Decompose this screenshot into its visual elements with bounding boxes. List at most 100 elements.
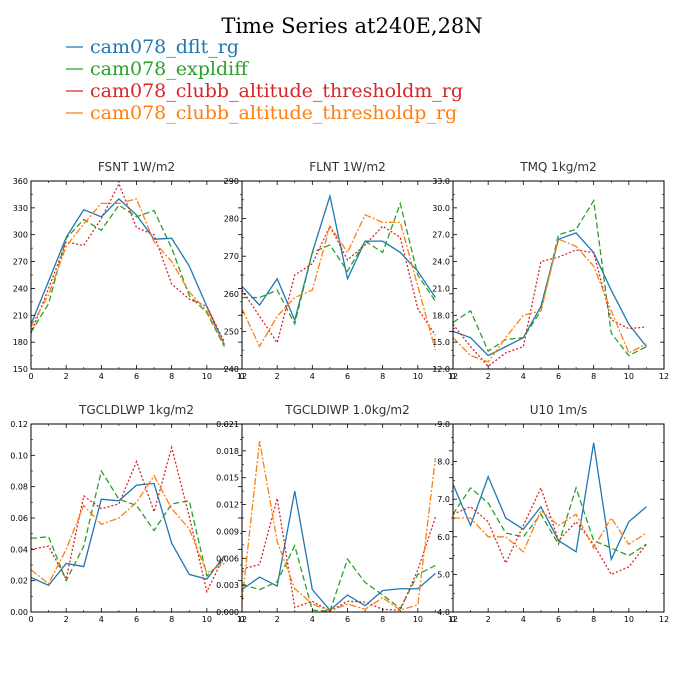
x-tick-label: 8 <box>169 615 174 624</box>
y-tick-label: 0.009 <box>216 527 239 536</box>
legend-label: cam078_clubb_altitude_thresholdp_rg <box>90 102 457 124</box>
plot-frame <box>241 180 454 370</box>
chart-panel: FSNT 1W/m2 0 2 4 6 8 10 12 150 180 210 240 270 300 330… <box>13 160 247 381</box>
series-line <box>242 440 437 612</box>
series-line <box>31 469 225 583</box>
x-tick-label: 6 <box>345 615 350 624</box>
series-group <box>242 193 437 351</box>
x-tick-label: 0 <box>450 615 455 624</box>
x-tick-label: 6 <box>345 372 350 381</box>
y-tick-label: 0.012 <box>216 501 239 510</box>
plot-frame <box>30 180 243 370</box>
y-tick-label: 5.0 <box>437 570 450 579</box>
series-line <box>453 485 647 557</box>
y-tick-label: 8.0 <box>437 458 450 467</box>
chart-panel: TMQ 1kg/m20 2 4 6 8 10 1212.015.018.021.024.02… <box>432 160 669 381</box>
y-tick-label: 4.0 <box>437 608 450 617</box>
y-tick-label: 300 <box>13 231 28 240</box>
y-tick-label: 24.0 <box>432 258 450 267</box>
y-tick-label: 6.0 <box>437 533 450 542</box>
y-tick-label: 9.0 <box>437 420 450 429</box>
y-tick-label: 240 <box>224 365 239 374</box>
y-tick-label: 18.0 <box>432 311 450 320</box>
y-tick-label: 0.10 <box>10 451 28 460</box>
x-tick-label: 6 <box>134 372 139 381</box>
series-line <box>31 444 226 594</box>
y-tick-label: 33.0 <box>432 177 450 186</box>
x-tick-label: 12 <box>659 615 669 624</box>
legend-label: cam078_dflt_rg <box>90 36 239 58</box>
x-tick-label: 0 <box>239 372 244 381</box>
x-tick-label: 2 <box>486 372 491 381</box>
x-tick-label: 10 <box>202 615 212 624</box>
x-tick-label: 0 <box>239 615 244 624</box>
figure-title: Time Series at240E,28N <box>221 14 482 38</box>
series-line <box>453 238 647 363</box>
series-line <box>453 486 647 576</box>
series-line <box>242 224 436 345</box>
x-tick-label: 4 <box>521 372 526 381</box>
series-group <box>453 198 647 368</box>
y-tick-label: 0.02 <box>10 577 28 586</box>
series-line <box>242 491 436 612</box>
series-line <box>31 197 226 346</box>
series-group <box>31 182 226 347</box>
series-line <box>453 509 647 553</box>
x-tick-label: 4 <box>310 615 315 624</box>
legend-entry: cam078_clubb_altitude_thresholdm_rg <box>66 80 463 102</box>
x-tick-label: 10 <box>202 372 212 381</box>
y-tick-label: 0.06 <box>10 514 28 523</box>
series-group <box>242 440 437 612</box>
x-tick-label: 12 <box>237 372 247 381</box>
plot-frame <box>30 423 243 613</box>
x-tick-label: 4 <box>99 615 104 624</box>
panel-title: FSNT 1W/m2 <box>98 160 175 174</box>
y-tick-label: 360 <box>13 177 28 186</box>
series-line <box>31 482 225 587</box>
x-tick-label: 4 <box>99 372 104 381</box>
x-tick-label: 4 <box>521 615 526 624</box>
y-tick-label: 260 <box>224 290 239 299</box>
x-tick-label: 8 <box>380 615 385 624</box>
panel-title: U10 1m/s <box>530 403 588 417</box>
y-tick-label: 0.015 <box>216 474 239 483</box>
y-tick-label: 0.12 <box>10 420 28 429</box>
x-tick-label: 0 <box>28 615 33 624</box>
series-group <box>31 444 226 594</box>
x-tick-label: 10 <box>413 372 423 381</box>
x-tick-label: 6 <box>134 615 139 624</box>
series-group <box>453 442 647 576</box>
series-line <box>242 201 436 326</box>
y-tick-label: 27.0 <box>432 231 450 240</box>
y-tick-label: 0.000 <box>216 608 239 617</box>
legend-label: cam078_clubb_altitude_thresholdm_rg <box>90 80 463 102</box>
x-tick-label: 2 <box>64 615 69 624</box>
y-tick-label: 0.006 <box>216 554 239 563</box>
series-line <box>242 193 436 323</box>
y-tick-label: 270 <box>13 258 28 267</box>
x-tick-label: 2 <box>64 372 69 381</box>
y-tick-label: 280 <box>224 215 239 224</box>
y-tick-label: 21.0 <box>432 284 450 293</box>
chart-panel: U10 1m/s0 2 4 6 8 10 124.05.06.07.08.09.0 <box>437 403 669 624</box>
x-tick-label: 0 <box>28 372 33 381</box>
x-tick-label: 2 <box>486 615 491 624</box>
y-tick-label: 210 <box>13 311 28 320</box>
series-line <box>31 204 225 347</box>
x-tick-label: 2 <box>275 615 280 624</box>
y-tick-label: 180 <box>13 338 28 347</box>
chart-panel: TGCLDIWP 1.0kg/m20 2 4 6 8 10 120.0000.0030.00… <box>216 403 458 624</box>
series-line <box>31 474 225 585</box>
y-tick-label: 240 <box>13 284 28 293</box>
legend-entry: cam078_expldiff <box>66 58 249 80</box>
y-tick-label: 150 <box>13 365 28 374</box>
chart-panel: TGCLDLWP 1kg/m2 0 2 4 6 8 10 12 0.00 0.02 0.04 0.06… <box>10 403 247 624</box>
x-tick-label: 12 <box>448 372 458 381</box>
y-tick-label: 0.00 <box>10 608 28 617</box>
series-line <box>31 198 225 346</box>
legend-label: cam078_expldiff <box>90 58 249 80</box>
y-tick-label: 0.04 <box>10 545 28 554</box>
panel-title: TGCLDLWP 1kg/m2 <box>78 403 194 417</box>
